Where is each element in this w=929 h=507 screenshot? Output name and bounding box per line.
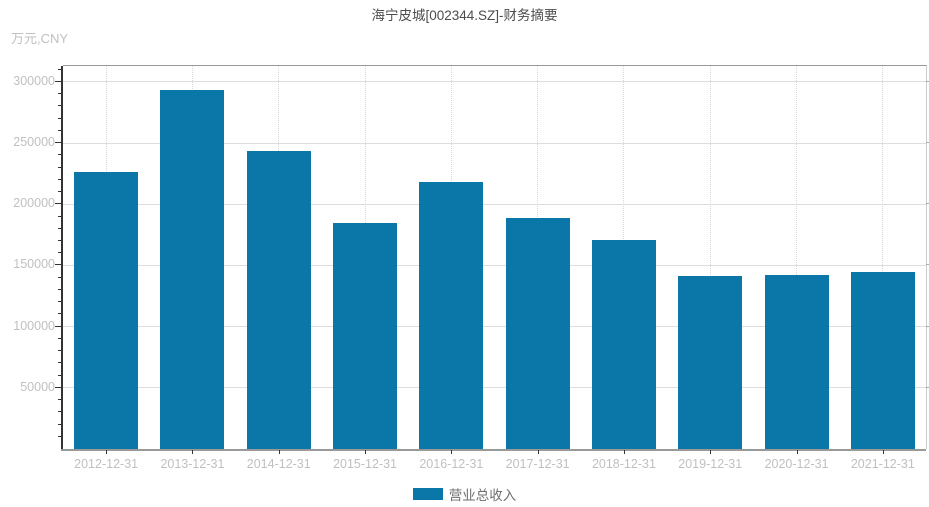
right-axis-tick xyxy=(926,142,929,144)
horizontal-gridline xyxy=(63,264,926,266)
y-axis-label: 200000 xyxy=(13,196,55,211)
chart-title: 海宁皮城[002344.SZ]-财务摘要 xyxy=(371,8,558,23)
bar-2021-12-31[interactable] xyxy=(850,271,915,449)
y-axis-minor-tick xyxy=(58,374,61,376)
x-axis-tick xyxy=(796,450,798,454)
x-axis-label: 2014-12-31 xyxy=(246,457,311,471)
x-axis-tick xyxy=(192,450,194,454)
y-axis-minor-tick xyxy=(58,337,61,339)
x-axis-label: 2019-12-31 xyxy=(678,457,743,471)
horizontal-gridline xyxy=(63,203,926,205)
horizontal-gridline xyxy=(63,81,926,83)
horizontal-gridline xyxy=(63,326,926,328)
y-axis-minor-tick xyxy=(58,239,61,241)
bar-2018-12-31[interactable] xyxy=(591,239,656,449)
y-axis-minor-tick xyxy=(58,399,61,401)
y-axis-line xyxy=(61,66,63,449)
legend-swatch xyxy=(412,488,443,500)
vertical-gridline xyxy=(882,66,884,449)
right-axis-tick xyxy=(926,80,929,82)
y-axis-label: 100000 xyxy=(13,318,55,333)
x-axis-label: 2017-12-31 xyxy=(505,457,570,471)
bar-2013-12-31[interactable] xyxy=(160,89,225,449)
y-axis-label: 250000 xyxy=(13,135,55,150)
y-axis-label: 50000 xyxy=(20,379,55,394)
x-axis-label: 2020-12-31 xyxy=(764,457,829,471)
y-axis-minor-tick xyxy=(58,288,61,290)
bar-2012-12-31[interactable] xyxy=(74,172,139,449)
y-axis-minor-tick xyxy=(58,227,61,229)
plot-area xyxy=(61,65,927,451)
x-axis-tick xyxy=(278,450,280,454)
right-axis-tick xyxy=(926,325,929,327)
y-axis-minor-tick xyxy=(58,276,61,278)
bar-2020-12-31[interactable] xyxy=(764,274,829,449)
y-axis-major-tick xyxy=(55,264,61,266)
y-axis-minor-tick xyxy=(58,68,61,70)
y-axis-minor-tick xyxy=(58,166,61,168)
y-axis-unit-label: 万元,CNY xyxy=(11,31,69,46)
legend-label: 营业总收入 xyxy=(448,488,517,503)
y-axis-label: 150000 xyxy=(13,257,55,272)
x-axis-label: 2015-12-31 xyxy=(333,457,398,471)
right-axis-tick xyxy=(926,264,929,266)
x-axis-label: 2016-12-31 xyxy=(419,457,484,471)
x-axis-tick xyxy=(365,450,367,454)
horizontal-gridline xyxy=(63,387,926,389)
horizontal-gridline xyxy=(63,142,926,144)
y-axis-minor-tick xyxy=(58,191,61,193)
x-axis-tick xyxy=(710,450,712,454)
legend[interactable]: 营业总收入 xyxy=(0,484,929,504)
x-axis-tick xyxy=(106,450,108,454)
y-axis-minor-tick xyxy=(58,350,61,352)
y-axis-minor-tick xyxy=(58,117,61,119)
y-axis-label: 300000 xyxy=(13,73,55,88)
x-axis-line xyxy=(61,449,926,451)
y-axis-major-tick xyxy=(55,386,61,388)
bar-2015-12-31[interactable] xyxy=(333,222,398,449)
y-axis-minor-tick xyxy=(58,313,61,315)
y-axis-minor-tick xyxy=(58,362,61,364)
y-axis-minor-tick xyxy=(58,178,61,180)
y-axis-minor-tick xyxy=(58,93,61,95)
y-axis-minor-tick xyxy=(58,301,61,303)
bar-2014-12-31[interactable] xyxy=(246,150,311,449)
y-axis-minor-tick xyxy=(58,252,61,254)
bar-2019-12-31[interactable] xyxy=(678,275,743,449)
x-axis-tick xyxy=(882,450,884,454)
y-axis-minor-tick xyxy=(58,215,61,217)
x-axis-tick xyxy=(537,450,539,454)
y-axis-major-tick xyxy=(55,80,61,82)
bar-2017-12-31[interactable] xyxy=(505,218,570,449)
y-axis-minor-tick xyxy=(58,435,61,437)
vertical-gridline xyxy=(709,66,711,449)
y-axis-minor-tick xyxy=(58,105,61,107)
right-axis-tick xyxy=(926,203,929,205)
x-axis-tick xyxy=(451,450,453,454)
vertical-gridline xyxy=(796,66,798,449)
x-axis-label: 2021-12-31 xyxy=(850,457,915,471)
x-axis-tick xyxy=(623,450,625,454)
bar-2016-12-31[interactable] xyxy=(419,182,484,449)
y-axis-minor-tick xyxy=(58,411,61,413)
y-axis-major-tick xyxy=(55,142,61,144)
y-axis-major-tick xyxy=(55,325,61,327)
y-axis-major-tick xyxy=(55,203,61,205)
x-axis-label: 2018-12-31 xyxy=(591,457,656,471)
y-axis-minor-tick xyxy=(58,129,61,131)
y-axis-minor-tick xyxy=(58,423,61,425)
x-axis-label: 2012-12-31 xyxy=(74,457,139,471)
y-axis-minor-tick xyxy=(58,154,61,156)
x-axis-label: 2013-12-31 xyxy=(160,457,225,471)
right-axis-tick xyxy=(926,386,929,388)
